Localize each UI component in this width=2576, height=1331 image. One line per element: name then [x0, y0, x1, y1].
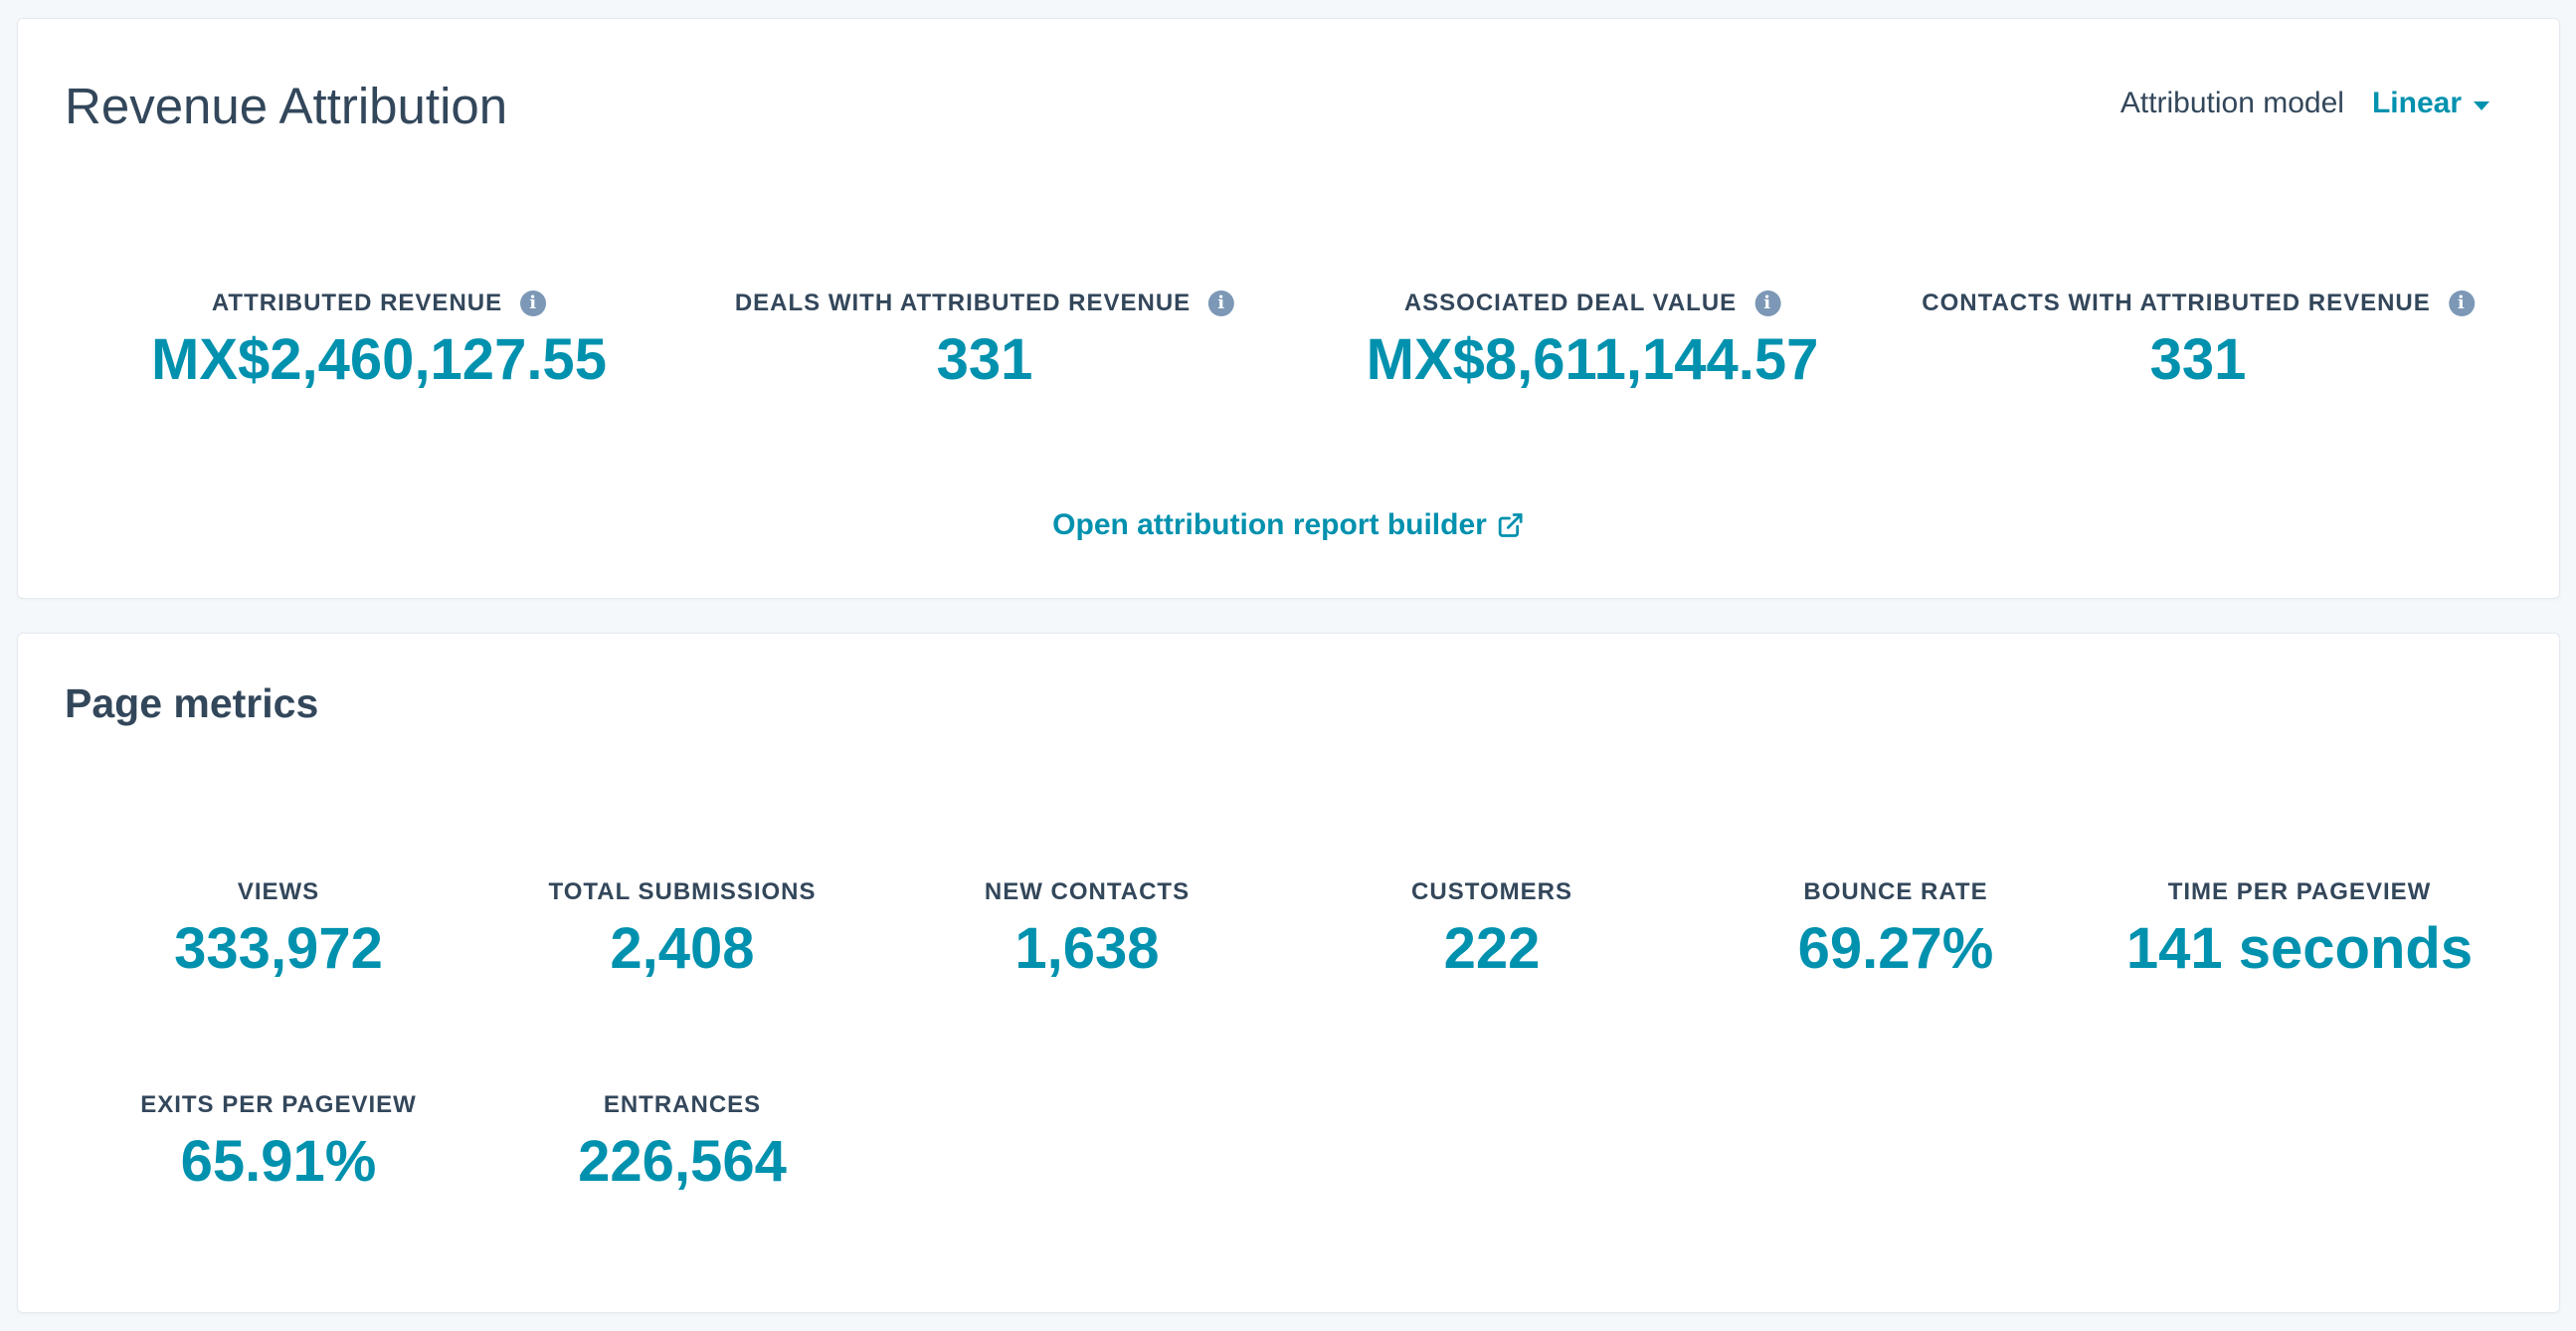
attribution-model-picker: Attribution model Linear — [2120, 87, 2489, 120]
info-icon[interactable]: i — [1754, 290, 1781, 316]
metric-label: NEW CONTACTS — [984, 878, 1191, 905]
open-attribution-report-builder-link[interactable]: Open attribution report builder — [1052, 508, 1525, 542]
metric-views: VIEWS 333,972 — [174, 878, 383, 978]
metric-label: TOTAL SUBMISSIONS — [548, 878, 817, 905]
kpi-contacts-with-attributed-revenue: CONTACTS WITH ATTRIBUTED REVENUE i 331 — [1922, 289, 2475, 389]
kpi-value: MX$8,611,144.57 — [1366, 327, 1819, 392]
metric-value: 65.91% — [180, 1129, 377, 1194]
metric-value: 222 — [1443, 916, 1541, 981]
metric-value: 141 seconds — [2125, 916, 2474, 981]
metric-label: ENTRANCES — [603, 1091, 762, 1118]
metric-label: VIEWS — [237, 878, 320, 905]
kpi-label: DEALS WITH ATTRIBUTED REVENUE — [734, 289, 1192, 316]
revenue-attribution-card: Revenue Attribution Attribution model Li… — [17, 18, 2560, 599]
link-label[interactable]: Open attribution report builder — [1052, 508, 1487, 541]
page-metrics-card: Page metrics VIEWS 333,972 TOTAL SUBMISS… — [17, 633, 2560, 1313]
metric-label: CUSTOMERS — [1411, 878, 1572, 905]
kpi-value: 331 — [2149, 327, 2247, 392]
metric-value: 69.27% — [1797, 916, 1994, 981]
chevron-down-icon[interactable] — [2474, 100, 2489, 110]
metric-bounce-rate: BOUNCE RATE 69.27% — [1798, 878, 1994, 978]
kpi-label: ASSOCIATED DEAL VALUE — [1403, 289, 1738, 316]
attribution-model-label: Attribution model — [2119, 87, 2344, 119]
metric-label: TIME PER PAGEVIEW — [2167, 878, 2432, 905]
kpi-associated-deal-value: ASSOCIATED DEAL VALUE i MX$8,611,144.57 — [1367, 289, 1819, 389]
kpi-label: CONTACTS WITH ATTRIBUTED REVENUE — [1922, 289, 2431, 316]
kpi-attributed-revenue: ATTRIBUTED REVENUE i MX$2,460,127.55 — [151, 289, 607, 389]
external-link-icon[interactable] — [1497, 511, 1525, 539]
kpi-value: MX$2,460,127.55 — [151, 327, 607, 392]
metric-new-contacts: NEW CONTACTS 1,638 — [985, 878, 1190, 978]
metric-customers: CUSTOMERS 222 — [1411, 878, 1572, 978]
metric-label: EXITS PER PAGEVIEW — [140, 1091, 417, 1118]
metric-total-submissions: TOTAL SUBMISSIONS 2,408 — [548, 878, 816, 978]
attribution-model-dropdown[interactable]: Linear — [2371, 87, 2462, 119]
metric-time-per-pageview: TIME PER PAGEVIEW 141 seconds — [2126, 878, 2473, 978]
metric-value: 226,564 — [578, 1129, 787, 1194]
kpi-value: 331 — [936, 327, 1033, 392]
metric-value: 333,972 — [174, 916, 383, 981]
metric-exits-per-pageview: EXITS PER PAGEVIEW 65.91% — [140, 1091, 417, 1191]
info-icon[interactable]: i — [2448, 290, 2475, 316]
metric-value: 1,638 — [1014, 916, 1160, 981]
metric-value: 2,408 — [610, 916, 755, 981]
info-icon[interactable]: i — [1208, 290, 1235, 316]
card-title: Revenue Attribution — [65, 78, 508, 134]
kpi-label: ATTRIBUTED REVENUE — [211, 289, 503, 316]
info-icon[interactable]: i — [520, 290, 547, 316]
metric-label: BOUNCE RATE — [1803, 878, 1988, 905]
metric-entrances: ENTRANCES 226,564 — [578, 1091, 787, 1191]
card-title: Page metrics — [65, 680, 319, 726]
kpi-deals-with-attributed-revenue: DEALS WITH ATTRIBUTED REVENUE i 331 — [734, 289, 1235, 392]
